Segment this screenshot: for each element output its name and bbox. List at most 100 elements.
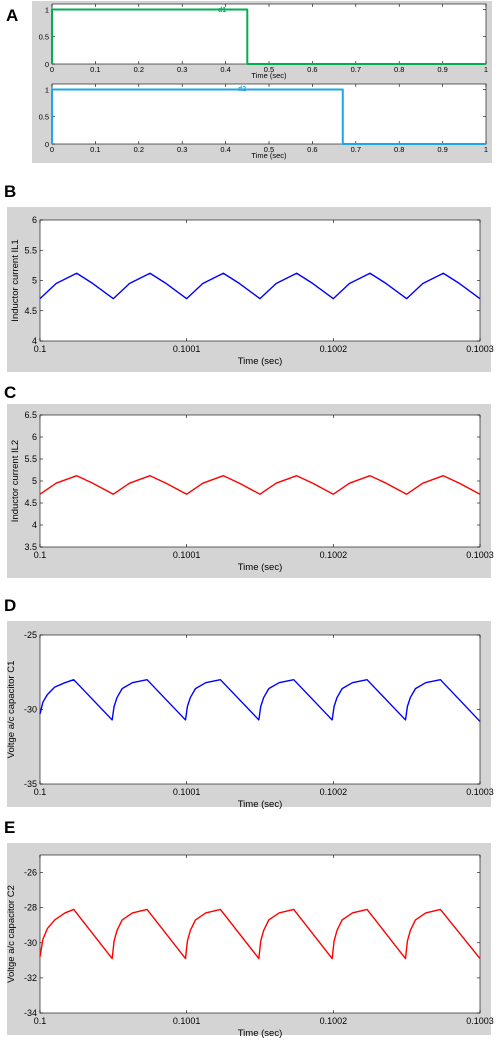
x-tick-label: 0.9	[437, 145, 447, 154]
x-tick-label: 0.1002	[320, 1016, 348, 1026]
x-tick-label: 0.2	[134, 65, 144, 74]
y-tick-label: -28	[24, 903, 37, 913]
panel-letter-b: B	[4, 182, 16, 201]
x-tick-label: 1	[484, 145, 488, 154]
x-tick-label: 0.1001	[173, 787, 201, 797]
x-tick-label: 0.5	[264, 65, 274, 74]
panel-c-axes	[39, 414, 481, 548]
x-tick-label: 1	[484, 65, 488, 74]
panel-letter-c: C	[4, 383, 16, 402]
x-tick-label: 0.6	[307, 145, 317, 154]
y-tick-label: 6.5	[24, 410, 37, 420]
x-tick-label: 0.2	[134, 145, 144, 154]
y-tick-label: 5	[32, 476, 37, 486]
x-axis-label: Time (sec)	[238, 562, 283, 573]
y-tick-label: -34	[24, 1008, 37, 1018]
panel-a: A d1 d2 0 0.1 0.2 0.3 0.4 0.5 0.6 0.7 0.8 0.9 100.…	[6, 1, 492, 163]
x-tick-label: 0.1002	[320, 344, 348, 354]
y-tick-label: -35	[24, 779, 37, 789]
y-tick-label: 4.5	[24, 498, 37, 508]
panel-e: E 0.1 0.1001 0.1002 0.1003 -34 -32 -30 -28 -26 Ti…	[4, 818, 494, 1039]
x-tick-label: 0.8	[394, 65, 404, 74]
x-tick-label: 0.7	[351, 145, 361, 154]
y-axis-label: Inductor current IL2	[10, 440, 21, 522]
x-tick-label: 0.3	[177, 145, 187, 154]
x-tick-label: 0.1003	[466, 1016, 494, 1026]
panel-a-top-axes	[51, 3, 487, 65]
panel-e-axes	[39, 854, 481, 1014]
x-axis-label: Time (sec)	[251, 151, 287, 160]
panel-a-top-plot: 0 0.1 0.2 0.3 0.4 0.5 0.6 0.7 0.8 0.9 1 0 0.5 1 Time (…	[39, 4, 488, 80]
y-tick-label: 6	[32, 215, 37, 225]
x-tick-label: 0.8	[394, 145, 404, 154]
y-tick-label: -30	[24, 938, 37, 948]
y-tick-label: 4.5	[24, 306, 37, 316]
x-tick-label: 0.4	[220, 65, 230, 74]
y-tick-label: 1	[45, 85, 49, 94]
x-tick-label: 0.1002	[320, 787, 348, 797]
y-axis-label: Voltge a/c capacitor C1	[6, 661, 17, 759]
x-tick-label: 0.1001	[173, 344, 201, 354]
panel-d-plot: 0.1 0.1001 0.1002 0.1003 -35 -30 -25 Time (sec)…	[6, 630, 494, 810]
y-axis-label: Inductor current IL1	[10, 239, 21, 321]
x-tick-label: 0.1	[90, 145, 100, 154]
x-axis-label: Time (sec)	[238, 1028, 283, 1039]
x-tick-label: 0.1001	[173, 1016, 201, 1026]
x-axis-label: Time (sec)	[238, 356, 283, 367]
y-tick-label: -32	[24, 973, 37, 983]
x-tick-label: 0.1001	[173, 550, 201, 560]
x-tick-label: 0.3	[177, 65, 187, 74]
panel-letter-e: E	[4, 818, 15, 837]
x-tick-label: 0.6	[307, 65, 317, 74]
y-tick-label: 0.5	[39, 33, 49, 42]
series-line	[39, 272, 481, 300]
panel-a-bottom-plot: 0 0.1 0.2 0.3 0.4 0.5 0.6 0.7 0.8 0.9 1 0 0.5 1 Time (…	[39, 84, 488, 160]
x-tick-label: 0.5	[264, 145, 274, 154]
x-tick-label: 0.1	[34, 1016, 47, 1026]
panel-e-plot: 0.1 0.1001 0.1002 0.1003 -34 -32 -30 -28 -26 Time…	[6, 855, 494, 1039]
panel-a-bottom-axes	[51, 83, 487, 145]
y-tick-label: 0	[45, 140, 49, 149]
panel-b-plot: 0.1 0.1001 0.1002 0.1003 4 4.5 5 5.5 6 Time (sec)…	[10, 215, 494, 367]
panel-b: B 0.1 0.1001 0.1002 0.1003 4 4.5 5 5.5 6 Time (se…	[4, 182, 494, 372]
x-tick-label: 0.1	[34, 344, 47, 354]
y-tick-label: -26	[24, 868, 37, 878]
series-line	[51, 8, 486, 65]
series-line	[39, 679, 481, 722]
series-line	[51, 88, 486, 145]
y-axis-label: Voltge a/c capacitor C2	[6, 885, 17, 983]
y-tick-label: 4	[32, 336, 37, 346]
y-tick-label: 0.5	[39, 113, 49, 122]
y-tick-label: 5.5	[24, 454, 37, 464]
x-tick-label: 0.9	[437, 65, 447, 74]
y-tick-label: 5.5	[24, 245, 37, 255]
x-tick-label: 0.1	[90, 65, 100, 74]
y-tick-label: 6	[32, 432, 37, 442]
x-tick-label: 0.1003	[466, 344, 494, 354]
x-tick-label: 0.4	[220, 145, 230, 154]
panel-d: D 0.1 0.1001 0.1002 0.1003 -35 -30 -25 Time (se…	[4, 596, 494, 810]
x-tick-label: 0.1	[34, 787, 47, 797]
panel-c: C 0.1 0.1001 0.1002 0.1003 3.5 4 4.5 5 5.5 6 6.5 Ti…	[4, 383, 494, 578]
x-axis-label: Time (sec)	[251, 71, 287, 80]
y-tick-label: -25	[24, 630, 37, 640]
y-tick-label: 4	[32, 520, 37, 530]
panel-letter-a: A	[6, 6, 18, 25]
panel-c-plot: 0.1 0.1001 0.1002 0.1003 3.5 4 4.5 5 5.5 6 6.5 Time…	[10, 410, 494, 573]
y-tick-label: 0	[45, 60, 49, 69]
x-tick-label: 0.1003	[466, 787, 494, 797]
x-tick-label: 0.1002	[320, 550, 348, 560]
legend-d1: d1	[218, 7, 226, 14]
y-tick-label: 1	[45, 5, 49, 14]
panel-letter-d: D	[4, 596, 16, 615]
x-tick-label: 0	[50, 145, 54, 154]
x-axis-label: Time (sec)	[238, 799, 283, 810]
series-line	[39, 475, 481, 495]
x-tick-label: 0	[50, 65, 54, 74]
series-line	[39, 908, 481, 960]
x-tick-label: 0.1003	[466, 550, 494, 560]
y-tick-label: 3.5	[24, 542, 37, 552]
y-tick-label: -30	[24, 705, 37, 715]
panel-b-axes	[39, 219, 481, 342]
